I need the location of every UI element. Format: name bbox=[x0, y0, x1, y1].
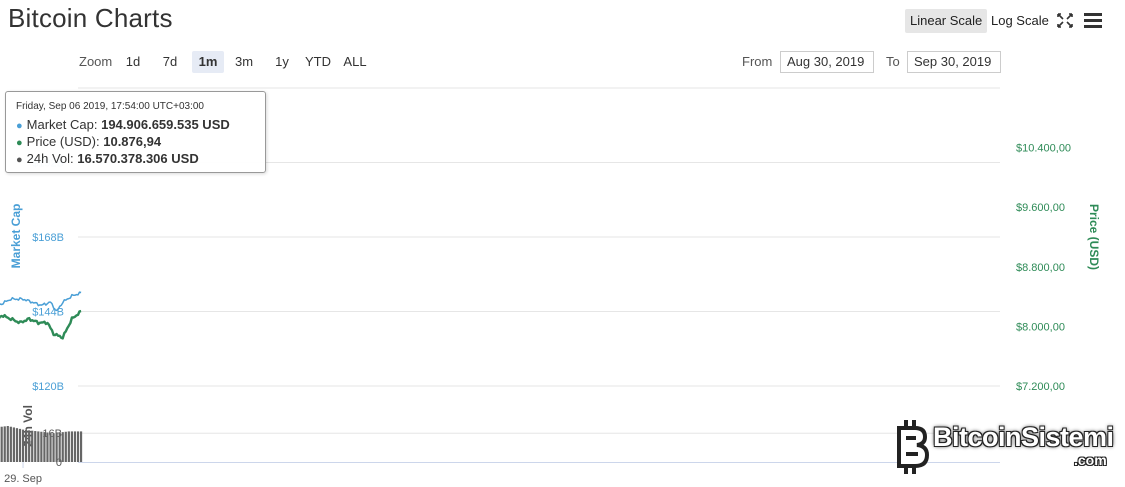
zoom-7d-button[interactable]: 7d bbox=[162, 54, 178, 69]
tooltip-price-label: Price (USD): bbox=[26, 134, 100, 149]
volume-bar bbox=[67, 431, 70, 462]
tooltip-volume-row: ● 24h Vol: 16.570.378.306 USD bbox=[16, 151, 255, 168]
tooltip-market-cap-label: Market Cap: bbox=[26, 117, 98, 132]
right-axis-tick-label: $9.600,00 bbox=[1016, 202, 1065, 214]
market-cap-dot-icon: ● bbox=[16, 120, 23, 132]
zoom-label: Zoom bbox=[79, 54, 113, 69]
right-axis-tick-label: $8.000,00 bbox=[1016, 321, 1065, 333]
watermark-text: BitcoinSistemi bbox=[933, 422, 1114, 452]
volume-bar bbox=[79, 431, 83, 462]
left-axis-tick-label: $120B bbox=[32, 381, 64, 393]
fullscreen-icon[interactable] bbox=[1056, 10, 1074, 30]
chart-tooltip: Friday, Sep 06 2019, 17:54:00 UTC+03:00 … bbox=[5, 91, 266, 173]
volume-bar bbox=[18, 428, 22, 462]
tooltip-market-cap-row: ● Market Cap: 194.906.659.535 USD bbox=[16, 117, 255, 134]
volume-bar bbox=[28, 430, 31, 462]
zoom-1m-button[interactable]: 1m bbox=[192, 51, 224, 73]
menu-icon[interactable] bbox=[1083, 10, 1103, 30]
volume-bar bbox=[52, 433, 55, 462]
zoom-ytd-button[interactable]: YTD bbox=[305, 54, 331, 69]
left-axis-title: Market Cap bbox=[9, 204, 23, 269]
tooltip-price-value: 10.876,94 bbox=[103, 134, 162, 149]
volume-bar bbox=[64, 431, 67, 462]
volume-bar bbox=[55, 432, 58, 462]
volume-bar bbox=[58, 432, 61, 462]
volume-bar bbox=[73, 431, 77, 462]
zoom-1y-button[interactable]: 1y bbox=[275, 54, 289, 69]
x-axis-tick-label: 29. Sep bbox=[4, 473, 42, 485]
volume-bar bbox=[0, 426, 3, 462]
from-date-input[interactable]: Aug 30, 2019 bbox=[780, 51, 874, 73]
tooltip-price-row: ● Price (USD): 10.876,94 bbox=[16, 134, 255, 151]
volume-bar bbox=[24, 429, 28, 462]
volume-axis-tick-label: 0 bbox=[56, 457, 62, 469]
volume-bar bbox=[49, 432, 52, 462]
zoom-all-button[interactable]: ALL bbox=[343, 54, 367, 69]
log-scale-button[interactable]: Log Scale bbox=[991, 13, 1049, 28]
right-axis-tick-label: $8.800,00 bbox=[1016, 262, 1065, 274]
volume-bar bbox=[15, 428, 19, 462]
bitcoin-logo-icon bbox=[897, 420, 930, 474]
volume-bar bbox=[21, 429, 25, 462]
linear-scale-button[interactable]: Linear Scale bbox=[905, 9, 988, 33]
volume-bar bbox=[3, 426, 6, 462]
right-axis-tick-label: $10.400,00 bbox=[1016, 143, 1071, 155]
volume-dot-icon: ● bbox=[16, 154, 23, 166]
volume-bar bbox=[40, 431, 43, 462]
volume-bar bbox=[31, 430, 34, 462]
to-date-input[interactable]: Sep 30, 2019 bbox=[907, 51, 1001, 73]
tooltip-date: Friday, Sep 06 2019, 17:54:00 UTC+03:00 bbox=[16, 101, 204, 112]
volume-bar bbox=[70, 431, 73, 462]
watermark-logo: BitcoinSistemi .com bbox=[891, 418, 1119, 476]
volume-bar bbox=[12, 427, 15, 462]
tooltip-market-cap-value: 194.906.659.535 USD bbox=[101, 117, 230, 132]
watermark-sub: .com bbox=[1074, 452, 1107, 468]
volume-bar bbox=[34, 431, 37, 462]
tooltip-volume-value: 16.570.378.306 USD bbox=[77, 151, 199, 166]
to-label: To bbox=[886, 54, 900, 69]
zoom-1d-button[interactable]: 1d bbox=[125, 54, 141, 69]
tooltip-volume-label: 24h Vol: bbox=[26, 151, 74, 166]
volume-bar bbox=[46, 432, 49, 462]
zoom-3m-button[interactable]: 3m bbox=[234, 54, 254, 69]
from-label: From bbox=[742, 54, 773, 69]
volume-bar bbox=[37, 431, 40, 462]
volume-bar bbox=[6, 426, 9, 462]
volume-bar bbox=[43, 432, 46, 462]
page-title: Bitcoin Charts bbox=[8, 3, 173, 33]
left-axis-tick-label: $168B bbox=[32, 232, 64, 244]
volume-bar bbox=[61, 432, 64, 462]
volume-bar bbox=[76, 431, 80, 462]
price-dot-icon: ● bbox=[16, 137, 23, 149]
right-axis-tick-label: $7.200,00 bbox=[1016, 381, 1065, 393]
right-axis-title: Price (USD) bbox=[1087, 204, 1101, 270]
volume-bar bbox=[9, 426, 12, 462]
